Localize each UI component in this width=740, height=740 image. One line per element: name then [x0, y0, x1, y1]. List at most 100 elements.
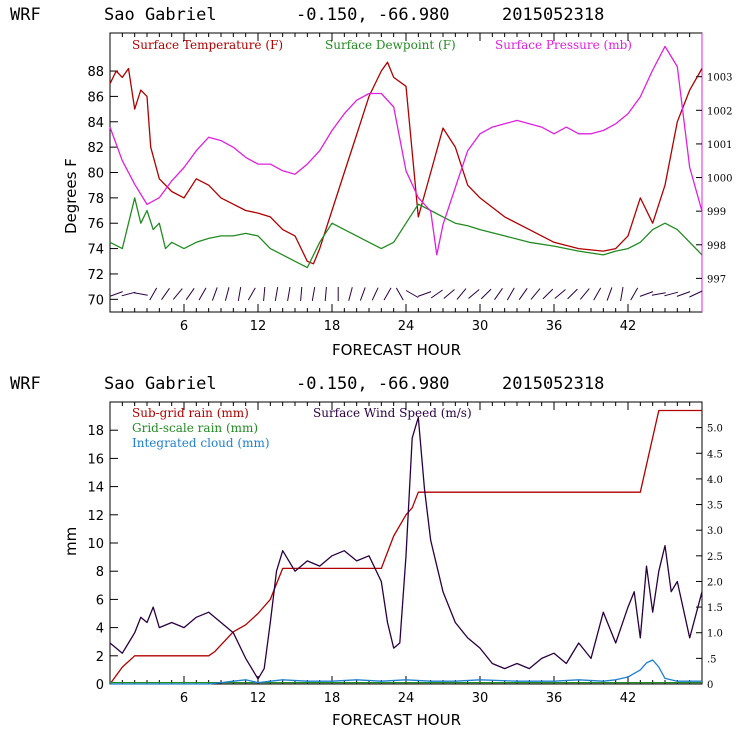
wind-barb	[468, 289, 480, 299]
top-plot-frame	[109, 32, 703, 313]
legend-wind-speed: Surface Wind Speed (m/s)	[313, 406, 472, 420]
wind-barb	[606, 287, 613, 301]
pressure-line	[109, 45, 703, 256]
wind-barb	[530, 288, 541, 300]
bottom-y2-tick-label: 3.0	[707, 526, 723, 537]
bottom-x-tick-label: 42	[620, 691, 637, 706]
top-x-tick-label: 18	[324, 319, 341, 334]
wind-barb	[348, 287, 353, 301]
top-panel: WRF Sao Gabriel -0.150, -66.980 20150523…	[10, 5, 732, 359]
wind-barb	[172, 288, 183, 300]
top-x-tick-label: 36	[546, 319, 563, 334]
bottom-y2-tick-label: 1.0	[707, 629, 723, 640]
bottom-y-tick-label: 0	[96, 678, 104, 693]
wind-barb	[247, 287, 256, 301]
wind-barb	[630, 287, 639, 301]
wind-barb	[287, 287, 291, 301]
bottom-x-axis-label: FORECAST HOUR	[332, 711, 461, 729]
bottom-header-station: Sao Gabriel	[104, 374, 217, 394]
bottom-y2-tick-label: 4.5	[707, 449, 723, 460]
wind-barb	[211, 287, 218, 301]
legend-gridscale-rain: Grid-scale rain (mm)	[132, 421, 258, 435]
top-y-tick-label: 70	[87, 293, 104, 308]
wind-barb	[567, 288, 578, 300]
wind-barb	[579, 288, 590, 300]
top-y-tick-label: 86	[87, 90, 104, 105]
top-y-tick-label: 78	[87, 192, 104, 207]
wind-barb	[300, 286, 303, 302]
wind-barb	[237, 287, 242, 301]
wind-barb	[506, 287, 515, 301]
wind-barb	[620, 287, 624, 301]
legend-pressure: Surface Pressure (mb)	[495, 38, 632, 52]
top-y-tick-label: 72	[87, 268, 104, 283]
top-y-tick-label: 88	[87, 65, 104, 80]
bottom-y-tick-label: 2	[96, 650, 104, 665]
dewpoint-line	[109, 197, 703, 269]
legend-subgrid-rain: Sub-grid rain (mm)	[132, 406, 249, 420]
wind-barb	[359, 287, 366, 301]
top-x-tick-label: 30	[472, 319, 489, 334]
bottom-y2-tick-label: 1.5	[707, 603, 723, 614]
legend-integrated-cloud: Integrated cloud (mm)	[132, 436, 270, 450]
bottom-y-axis-label: mm	[62, 527, 80, 556]
bottom-y2-tick-label: .5	[707, 654, 717, 665]
top-y-tick-label: 74	[87, 243, 104, 258]
wind-barb	[664, 291, 679, 297]
temperature-line	[109, 61, 703, 265]
wind-barb	[651, 292, 666, 296]
wind-barb	[639, 291, 654, 297]
bottom-y2-tick-label: 2.5	[707, 552, 723, 563]
top-x-axis-label: FORECAST HOUR	[332, 341, 461, 359]
wind-barb	[480, 288, 492, 300]
wind-barb	[405, 290, 419, 298]
wind-barb	[456, 288, 467, 300]
wind-barb	[185, 288, 195, 300]
wind-barb	[417, 291, 432, 297]
bottom-y-tick-label: 10	[87, 537, 104, 552]
wind-barb	[371, 287, 379, 301]
bottom-x-tick-label: 6	[180, 691, 188, 706]
wind-barb	[395, 287, 404, 301]
top-y2-tick-label: 999	[707, 207, 726, 218]
top-header-run: 2015052318	[502, 5, 604, 25]
bottom-y-tick-label: 6	[96, 593, 104, 608]
top-header-coords: -0.150, -66.980	[296, 5, 450, 25]
bottom-y-tick-label: 14	[87, 481, 104, 496]
bottom-panel: WRF Sao Gabriel -0.150, -66.980 20150523…	[10, 374, 723, 729]
wind-barb	[518, 288, 528, 300]
top-y-tick-label: 76	[87, 217, 104, 232]
wind-barb	[542, 288, 554, 300]
legend-temperature: Surface Temperature (F)	[132, 38, 283, 52]
wind-speed-line	[109, 416, 703, 680]
top-y2-tick-label: 997	[707, 274, 726, 285]
top-y2-tick-label: 1000	[707, 174, 732, 185]
wind-barb	[121, 291, 136, 297]
wind-barb	[689, 290, 703, 298]
top-y2-tick-label: 1003	[707, 73, 732, 84]
wind-barb	[198, 287, 207, 301]
wind-barb	[554, 289, 566, 299]
wind-barb	[324, 286, 327, 302]
bottom-x-tick-label: 12	[250, 691, 267, 706]
bottom-y2-tick-label: 4.0	[707, 475, 723, 486]
top-x-tick-label: 24	[398, 319, 415, 334]
bottom-header-model: WRF	[10, 374, 41, 394]
top-y-axis-label: Degrees F	[62, 158, 80, 234]
legend-dewpoint: Surface Dewpoint (F)	[325, 38, 456, 52]
top-header-model: WRF	[10, 5, 41, 25]
bottom-header-coords: -0.150, -66.980	[296, 374, 450, 394]
top-ticks: 6 12 18 24 30 36 42 70 72 74 76 78 80 82 84 86 88 997 998 9…	[87, 33, 732, 334]
top-x-tick-label: 42	[620, 319, 637, 334]
top-y-tick-label: 80	[87, 167, 104, 182]
top-y2-tick-label: 1001	[707, 140, 732, 151]
wind-barb	[161, 288, 170, 300]
wind-barb	[274, 287, 279, 301]
wind-barb	[133, 292, 148, 296]
wind-barb	[109, 291, 123, 297]
bottom-header-run: 2015052318	[502, 374, 604, 394]
bottom-y-tick-label: 12	[87, 509, 104, 524]
wind-barb	[494, 288, 503, 300]
wind-barb	[676, 291, 691, 297]
